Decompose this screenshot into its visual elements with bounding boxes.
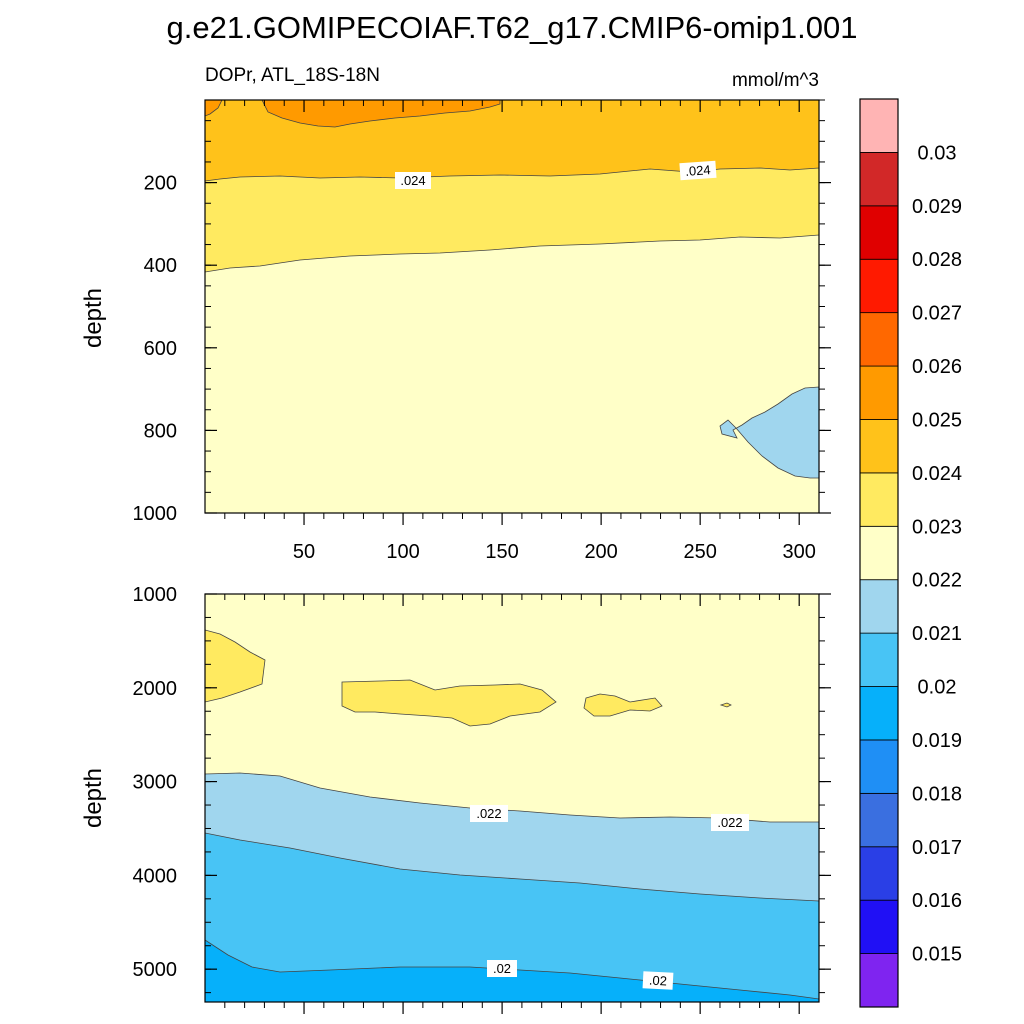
colorbar-label: 0.017	[912, 837, 962, 859]
xtick-label: 150	[485, 541, 518, 563]
colorbar-label: 0.016	[912, 890, 962, 912]
band-0.02-0.021	[205, 832, 819, 1002]
lower-frame	[204, 593, 820, 1003]
svg-text:.022: .022	[476, 806, 501, 821]
band-0.023-0.024-small	[583, 693, 663, 717]
colorbar-swatch	[859, 472, 899, 527]
xtick-label: 200	[584, 541, 617, 563]
colorbar-label: 0.015	[912, 944, 962, 966]
colorbar-label: 0.024	[912, 463, 962, 485]
xtick-label: 50	[293, 541, 315, 563]
colorbar-swatch	[859, 739, 899, 794]
xtick-label: 250	[683, 541, 716, 563]
figure-title: g.e21.GOMIPECOIAF.T62_g17.CMIP6-omip1.00…	[167, 10, 858, 45]
colorbar-swatch	[859, 98, 899, 153]
colorbar-label: 0.025	[912, 409, 962, 431]
lower-contour-label-3: .02	[487, 960, 517, 977]
colorbar-label: 0.028	[912, 249, 962, 271]
colorbar-swatch	[859, 579, 899, 634]
ytick-label: 800	[144, 420, 177, 442]
upper-contour-label-1: .024	[395, 172, 431, 189]
ytick-label: 400	[144, 255, 177, 277]
colorbar-swatch	[859, 899, 899, 954]
colorbar-frame	[859, 98, 899, 1008]
svg-text:.022: .022	[717, 815, 742, 830]
ytick-label: 3000	[133, 772, 178, 794]
upper-axes: 200 400 600 800 1000 50 100 150 200 250 300	[133, 99, 831, 563]
lower-ylabel: depth	[80, 768, 107, 828]
colorbar-label: 0.029	[912, 196, 962, 218]
svg-text:.02: .02	[649, 973, 668, 989]
colorbar-swatch	[859, 525, 899, 581]
ytick-label: 200	[144, 173, 177, 195]
band-0.023-0.024-left	[205, 629, 266, 703]
xtick-label: 300	[783, 541, 816, 563]
upper-contour-label-2: .024	[679, 160, 717, 181]
band-0.023-0.024-mid	[341, 679, 557, 727]
units-label: mmol/m^3	[732, 70, 819, 91]
colorbar-label: 0.027	[912, 303, 962, 325]
ytick-label: 5000	[133, 959, 178, 981]
ytick-label: 1000	[133, 584, 178, 606]
colorbar-label: 0.021	[912, 623, 962, 645]
svg-text:.02: .02	[493, 961, 511, 976]
lower-contour-label-2: .022	[711, 814, 749, 831]
svg-text:.024: .024	[685, 162, 711, 179]
colorbar-label: 0.03	[918, 142, 957, 164]
colorbar-swatch	[859, 312, 899, 367]
svg-text:.024: .024	[400, 173, 425, 188]
band-0.023-0.024-dot	[719, 702, 732, 708]
colorbar-swatch	[859, 686, 899, 741]
colorbar-swatch	[859, 419, 899, 474]
ytick-label: 1000	[133, 503, 178, 525]
colorbar-swatch	[859, 152, 899, 207]
ytick-label: 4000	[133, 865, 178, 887]
colorbar-swatch	[859, 953, 899, 1008]
colorbar-label: 0.022	[912, 570, 962, 592]
colorbar-label: 0.026	[912, 356, 962, 378]
xtick-label: 100	[386, 541, 419, 563]
upper-contour-fills	[205, 100, 819, 513]
band-0.025-0.026-left	[205, 100, 223, 117]
upper-ylabel: depth	[80, 288, 107, 348]
colorbar-label: 0.018	[912, 783, 962, 805]
colorbar-swatch	[859, 258, 899, 314]
lower-contour-label-4: .02	[642, 971, 674, 990]
band-0.021-0.022	[719, 386, 819, 479]
lower-contour-label-1: .022	[470, 805, 508, 822]
colorbar-label: 0.023	[912, 516, 962, 538]
colorbar-swatch	[859, 205, 899, 260]
colorbar-swatch	[859, 365, 899, 420]
colorbar-swatch	[859, 846, 899, 901]
lower-panel: 1000 2000 3000 4000 5000 depth .022 .022 .02…	[80, 584, 831, 1014]
variable-label: DOPr, ATL_18S-18N	[205, 65, 380, 86]
band-0.025-0.026	[261, 100, 501, 128]
colorbar-swatch	[859, 632, 899, 687]
colorbar-label: 0.02	[918, 677, 957, 699]
colorbar-swatch	[859, 792, 899, 848]
lower-contour-fills	[205, 594, 819, 1002]
colorbar-label: 0.019	[912, 730, 962, 752]
colorbar: 0.015 0.016 0.017 0.018 0.019 0.02 0.021 0.022 0…	[859, 98, 962, 1008]
lower-axes: 1000 2000 3000 4000 5000	[133, 584, 831, 1014]
ytick-label: 600	[144, 338, 177, 360]
ytick-label: 2000	[133, 678, 178, 700]
